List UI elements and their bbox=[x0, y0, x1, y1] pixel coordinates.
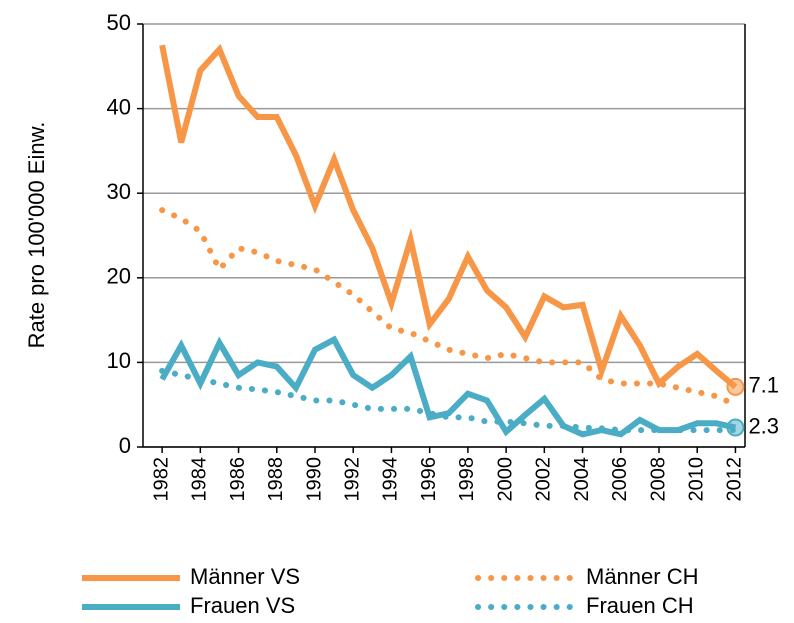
x-tick-label: 2012 bbox=[724, 457, 746, 502]
series-line bbox=[159, 367, 739, 434]
y-tick-label: 0 bbox=[119, 433, 131, 458]
legend-label: Frauen VS bbox=[190, 593, 295, 618]
legend-label: Frauen CH bbox=[586, 593, 694, 618]
x-tick-label: 1992 bbox=[342, 457, 364, 502]
series-line bbox=[159, 335, 737, 438]
x-tick-label: 1994 bbox=[380, 457, 402, 502]
x-tick-label: 2004 bbox=[571, 457, 593, 502]
x-tick-label: 1986 bbox=[227, 457, 249, 502]
y-tick-label: 20 bbox=[107, 264, 131, 289]
end-label: 7.1 bbox=[748, 373, 779, 398]
series-line bbox=[159, 207, 739, 408]
x-tick-label: 2008 bbox=[647, 457, 669, 502]
x-tick-label: 2002 bbox=[533, 457, 555, 502]
x-tick-label: 2000 bbox=[494, 457, 516, 502]
series-line bbox=[159, 43, 738, 390]
y-tick-label: 40 bbox=[107, 94, 131, 119]
x-tick-label: 1990 bbox=[303, 457, 325, 502]
x-tick-label: 2006 bbox=[609, 457, 631, 502]
legend-label: Männer VS bbox=[190, 564, 300, 589]
x-tick-label: 1984 bbox=[189, 457, 211, 502]
x-tick-label: 1998 bbox=[456, 457, 478, 502]
y-tick-label: 10 bbox=[107, 348, 131, 373]
x-tick-label: 1996 bbox=[418, 457, 440, 502]
y-tick-label: 50 bbox=[107, 10, 131, 35]
end-marker bbox=[726, 418, 745, 437]
x-tick-label: 2010 bbox=[686, 457, 708, 502]
end-label: 2.3 bbox=[748, 413, 779, 438]
legend-label: Männer CH bbox=[586, 564, 698, 589]
y-tick-label: 30 bbox=[107, 179, 131, 204]
x-tick-label: 1982 bbox=[150, 457, 172, 502]
end-marker bbox=[726, 377, 745, 396]
y-axis-label: Rate pro 100'000 Einw. bbox=[24, 122, 49, 349]
x-tick-label: 1988 bbox=[265, 457, 287, 502]
